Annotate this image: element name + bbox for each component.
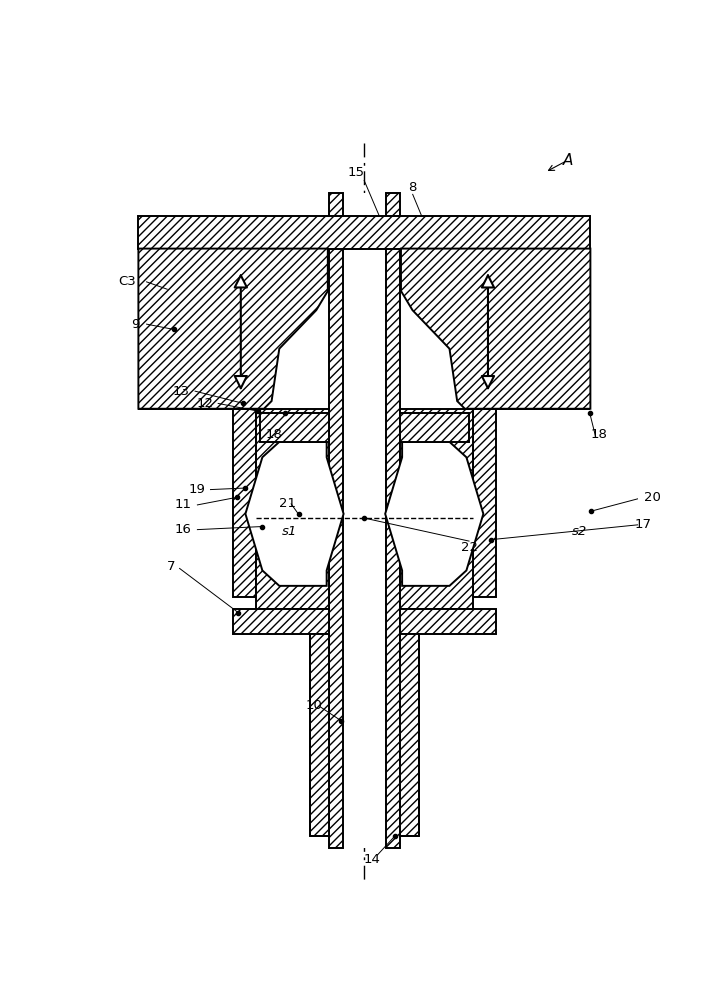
Text: 15: 15 — [348, 166, 365, 179]
Text: 20: 20 — [644, 491, 661, 504]
Bar — [400, 634, 419, 836]
Text: 18: 18 — [265, 428, 282, 441]
Text: 7: 7 — [167, 560, 176, 573]
Text: 19: 19 — [188, 483, 205, 496]
Text: s2: s2 — [572, 525, 587, 538]
Bar — [400, 413, 469, 442]
Bar — [400, 609, 496, 634]
Bar — [139, 216, 590, 249]
Text: 18: 18 — [590, 428, 607, 441]
Polygon shape — [139, 249, 328, 409]
Text: 9: 9 — [131, 318, 139, 331]
Text: 12: 12 — [196, 397, 213, 410]
Text: 11: 11 — [175, 498, 191, 512]
Text: 14: 14 — [363, 853, 380, 866]
Bar — [233, 609, 329, 634]
Bar — [329, 193, 343, 848]
Polygon shape — [245, 442, 343, 586]
Text: 8: 8 — [408, 181, 417, 194]
Bar — [260, 413, 329, 442]
Text: 10: 10 — [306, 699, 322, 712]
Bar — [233, 409, 256, 597]
Text: 21: 21 — [279, 497, 296, 510]
Polygon shape — [385, 442, 483, 586]
Text: C3: C3 — [119, 275, 137, 288]
Text: s1: s1 — [282, 525, 297, 538]
Bar — [343, 193, 386, 848]
Text: 17: 17 — [635, 518, 652, 531]
Polygon shape — [401, 249, 590, 409]
Text: A: A — [563, 153, 573, 168]
Text: 13: 13 — [173, 385, 190, 398]
Text: 22: 22 — [461, 541, 478, 554]
Bar — [473, 409, 496, 597]
Bar — [310, 634, 329, 836]
Bar — [386, 193, 400, 848]
Text: 16: 16 — [175, 523, 191, 536]
Bar — [400, 409, 473, 609]
Bar — [256, 409, 329, 609]
